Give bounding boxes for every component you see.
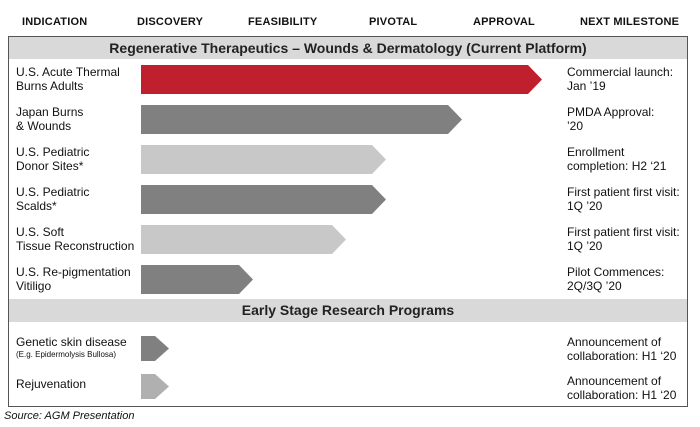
program-label: U.S. Pediatric Scalds*: [16, 185, 89, 213]
research-label: Genetic skin disease (E.g. Epidermolysis…: [16, 335, 127, 360]
program-label: U.S. Pediatric Donor Sites*: [16, 145, 89, 173]
program-label-line: Vitiligo: [16, 279, 52, 293]
header-approval: APPROVAL: [473, 16, 535, 28]
milestone-line: Announcement of: [567, 335, 662, 349]
milestone-line: 1Q ’20: [567, 239, 603, 253]
program-label-line: U.S. Acute Thermal: [16, 65, 120, 79]
header-indication: INDICATION: [22, 16, 88, 28]
progress-arrow: [141, 336, 169, 361]
progress-arrow: [141, 145, 386, 174]
progress-arrow: [141, 105, 462, 134]
milestone-text: Commercial launch: Jan ’19: [567, 65, 673, 93]
section-platform: Regenerative Therapeutics – Wounds & Der…: [9, 37, 687, 59]
program-label: U.S. Acute Thermal Burns Adults: [16, 65, 120, 93]
progress-arrow: [141, 185, 386, 214]
header-feasibility: FEASIBILITY: [248, 16, 318, 28]
milestone-text: Pilot Commences: 2Q/3Q ’20: [567, 265, 664, 293]
pipeline-frame: [8, 36, 688, 407]
program-label-line: Scalds*: [16, 199, 57, 213]
milestone-line: Commercial launch:: [567, 65, 674, 79]
program-label: U.S. Soft Tissue Reconstruction: [16, 225, 134, 253]
header-pivotal: PIVOTAL: [369, 16, 418, 28]
milestone-line: Announcement of: [567, 374, 662, 388]
program-label-line: U.S. Soft: [16, 225, 65, 239]
header-discovery: DISCOVERY: [137, 16, 204, 28]
header-next-milestone: NEXT MILESTONE: [580, 16, 680, 28]
program-label-line: U.S. Pediatric: [16, 145, 90, 159]
milestone-line: completion: H2 ‘21: [567, 159, 667, 173]
program-label-line: Japan Burns: [16, 105, 84, 119]
milestone-text: Enrollment completion: H2 ‘21: [567, 145, 666, 173]
milestone-line: collaboration: H1 ‘20: [567, 349, 677, 363]
program-label-line: U.S. Re-pigmentation: [16, 265, 131, 279]
program-label-line: Donor Sites*: [16, 159, 84, 173]
section-early-research: Early Stage Research Programs: [9, 299, 687, 322]
program-label-line: Burns Adults: [16, 79, 84, 93]
source-note: Source: AGM Presentation: [4, 410, 135, 422]
milestone-line: Enrollment: [567, 145, 625, 159]
milestone-text: Announcement of collaboration: H1 ‘20: [567, 335, 676, 363]
milestone-line: Jan ’19: [567, 79, 606, 93]
progress-arrow: [141, 374, 169, 399]
research-label: Rejuvenation: [16, 377, 86, 391]
research-sublabel: (E.g. Epidermolysis Bullosa): [16, 350, 117, 359]
program-label: Japan Burns & Wounds: [16, 105, 83, 133]
milestone-text: PMDA Approval: ’20: [567, 105, 654, 133]
program-label-line: U.S. Pediatric: [16, 185, 90, 199]
milestone-line: PMDA Approval:: [567, 105, 655, 119]
milestone-line: Pilot Commences:: [567, 265, 665, 279]
program-label: U.S. Re-pigmentation Vitiligo: [16, 265, 131, 293]
milestone-text: First patient first visit: 1Q ’20: [567, 185, 680, 213]
milestone-line: 2Q/3Q ’20: [567, 279, 622, 293]
milestone-text: First patient first visit: 1Q ’20: [567, 225, 680, 253]
research-label-line: Rejuvenation: [16, 377, 87, 391]
milestone-line: First patient first visit:: [567, 225, 680, 239]
program-label-line: & Wounds: [16, 119, 72, 133]
milestone-line: collaboration: H1 ‘20: [567, 388, 677, 402]
progress-arrow: [141, 225, 346, 254]
research-label-line: Genetic skin disease: [16, 335, 127, 349]
milestone-line: 1Q ’20: [567, 199, 603, 213]
progress-arrow: [141, 265, 253, 294]
progress-arrow: [141, 65, 542, 94]
milestone-line: First patient first visit:: [567, 185, 680, 199]
milestone-text: Announcement of collaboration: H1 ‘20: [567, 374, 676, 402]
milestone-line: ’20: [567, 119, 584, 133]
program-label-line: Tissue Reconstruction: [16, 239, 135, 253]
